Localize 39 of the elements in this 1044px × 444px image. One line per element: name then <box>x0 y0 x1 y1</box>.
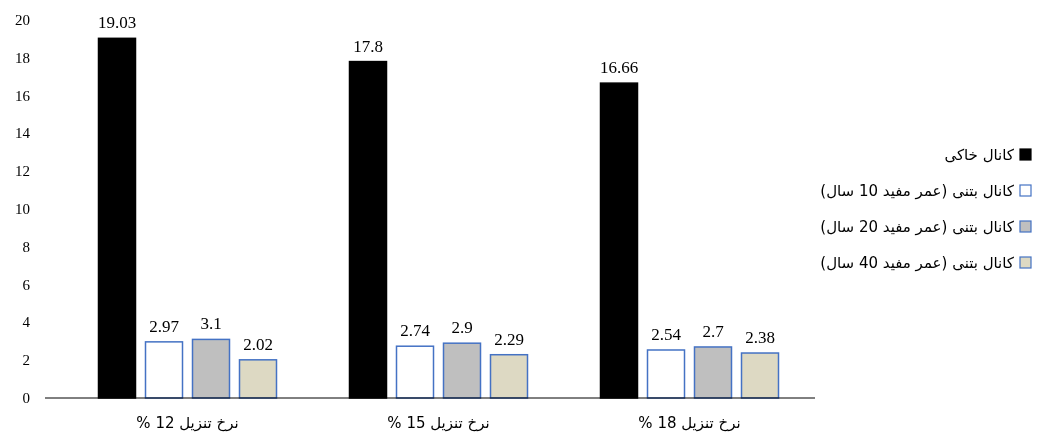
y-tick-label: 2 <box>22 352 30 369</box>
data-label: 2.74 <box>400 321 431 341</box>
legend-label: کانال بتنی (عمر مفید 40 سال) <box>820 254 1015 272</box>
data-label: 17.8 <box>353 36 383 56</box>
bar <box>646 349 686 399</box>
bar <box>693 346 733 399</box>
y-tick-label: 10 <box>15 201 30 217</box>
bar <box>395 345 435 399</box>
data-label: 2.7 <box>702 321 725 341</box>
bar <box>740 352 780 399</box>
x-tick-label: نرخ تنزیل 18 % <box>638 414 741 432</box>
y-tick-label: 0 <box>22 390 30 406</box>
bar <box>144 341 184 399</box>
y-tick-label: 20 <box>15 12 30 28</box>
bar <box>442 342 482 399</box>
data-label: 2.97 <box>149 316 180 336</box>
legend-label: کانال بتنی (عمر مفید 10 سال) <box>820 182 1015 200</box>
data-label: 2.38 <box>745 328 775 348</box>
y-tick-label: 4 <box>22 314 31 331</box>
bar <box>489 353 529 399</box>
data-label: 2.29 <box>494 329 524 349</box>
bar <box>238 359 278 399</box>
y-tick-label: 18 <box>15 49 30 66</box>
y-tick-label: 6 <box>22 276 31 293</box>
bar <box>191 338 231 399</box>
data-label: 2.54 <box>651 324 682 344</box>
y-tick-label: 16 <box>15 87 31 104</box>
data-label: 2.02 <box>243 334 273 354</box>
legend-label: کانال بتنی (عمر مفید 20 سال) <box>820 218 1015 236</box>
x-tick-label: نرخ تنزیل 15 % <box>387 414 490 432</box>
y-tick-label: 8 <box>22 238 30 255</box>
data-label: 2.9 <box>451 318 473 338</box>
x-tick-label: نرخ تنزیل 12 % <box>136 414 239 432</box>
data-label: 16.66 <box>599 58 639 78</box>
data-label: 3.1 <box>200 314 222 334</box>
y-tick-label: 12 <box>15 163 30 180</box>
data-label: 19.03 <box>97 13 137 33</box>
legend-label: کانال خاکی <box>944 146 1015 164</box>
y-tick-label: 14 <box>15 125 31 142</box>
